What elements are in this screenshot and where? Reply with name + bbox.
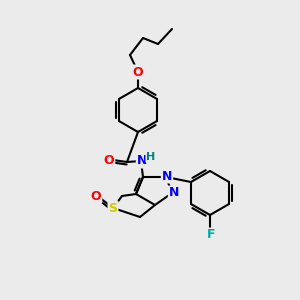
- Text: F: F: [207, 229, 215, 242]
- Text: O: O: [133, 65, 143, 79]
- Text: O: O: [91, 190, 101, 202]
- Text: S: S: [109, 202, 118, 214]
- Text: H: H: [146, 152, 156, 162]
- Text: N: N: [162, 169, 172, 182]
- Text: O: O: [104, 154, 114, 166]
- Text: N: N: [137, 154, 147, 167]
- Text: N: N: [169, 187, 179, 200]
